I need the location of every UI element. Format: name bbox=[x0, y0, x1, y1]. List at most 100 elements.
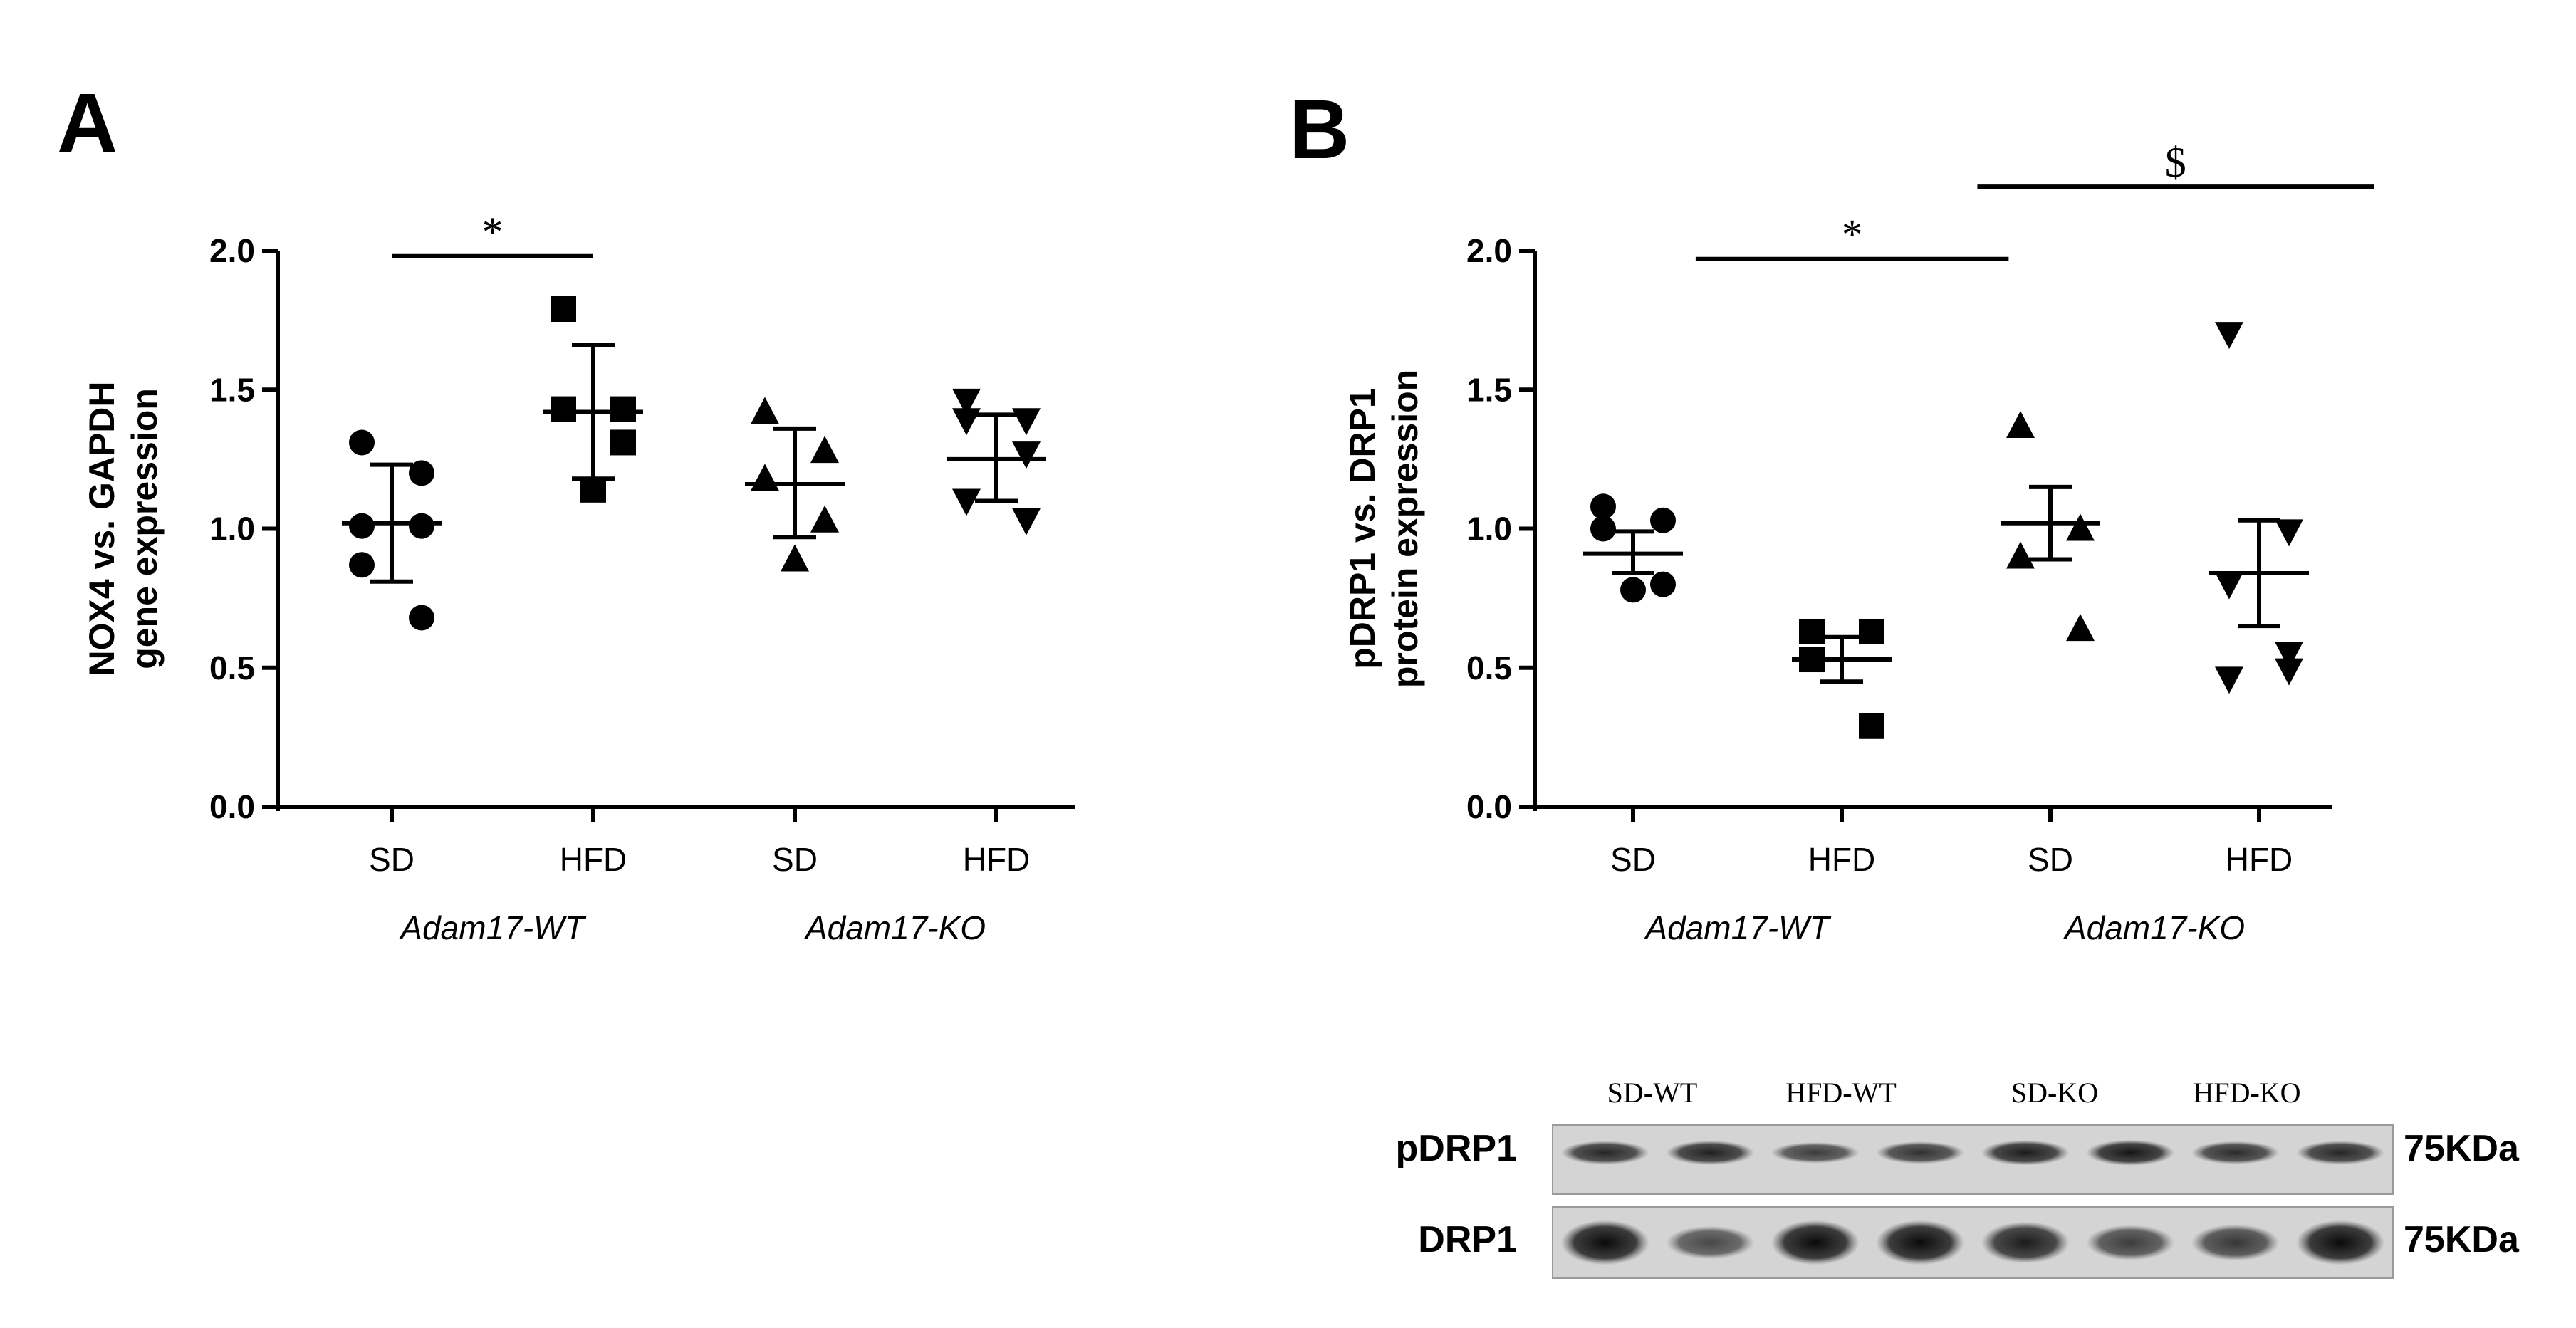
data-point bbox=[952, 388, 981, 416]
data-point bbox=[2066, 614, 2095, 642]
blot-row-label: DRP1 bbox=[1418, 1219, 1517, 1260]
data-point bbox=[2066, 513, 2095, 541]
data-point bbox=[409, 460, 434, 486]
data-point bbox=[1650, 571, 1676, 597]
y-axis-label: pDRP1 vs. DRP1protein expression bbox=[1342, 370, 1425, 688]
data-point bbox=[409, 513, 434, 539]
x-category-label: HFD bbox=[2226, 841, 2293, 878]
data-point bbox=[1799, 647, 1825, 673]
data-point bbox=[2275, 519, 2303, 547]
western-blot: SD-WT HFD-WT SD-KO HFD-KO pDRP1 DRP1 75K… bbox=[1396, 1077, 2520, 1279]
data-point bbox=[2006, 541, 2035, 569]
data-point bbox=[580, 476, 606, 503]
blot-band bbox=[2296, 1141, 2385, 1165]
blot-band bbox=[1876, 1141, 1965, 1164]
blot-band bbox=[1666, 1140, 1755, 1165]
blot-size-label: 75KDa bbox=[2404, 1128, 2520, 1169]
blot-band bbox=[2296, 1220, 2385, 1265]
blot-size-label: 75KDa bbox=[2404, 1219, 2520, 1260]
significance-label: $ bbox=[2165, 139, 2186, 186]
chart-panel-b: 0.0 0.5 1.0 1.5 2.0 SD HFD SD HFD Adam17-WT Adam17… bbox=[1342, 139, 2374, 946]
group-label: Adam17-KO bbox=[803, 909, 986, 946]
data-point bbox=[610, 396, 636, 422]
data-point bbox=[1799, 618, 1825, 644]
y-tick-label: 0.0 bbox=[209, 788, 255, 825]
y-tick-label: 1.5 bbox=[209, 371, 255, 408]
x-category-label: SD bbox=[2028, 841, 2073, 878]
y-axis-label-line: gene expression bbox=[125, 388, 165, 669]
blot-band bbox=[1876, 1220, 1965, 1265]
y-tick-label: 1.5 bbox=[1466, 371, 1512, 408]
data-point bbox=[1012, 408, 1041, 436]
data-point bbox=[1620, 577, 1646, 603]
x-category-label: SD bbox=[772, 841, 818, 878]
panel-letter-b: B bbox=[1289, 83, 1350, 177]
y-axis-label: NOX4 vs. GAPDHgene expression bbox=[82, 381, 165, 676]
data-point bbox=[1012, 508, 1041, 535]
data-point bbox=[2215, 666, 2243, 694]
data-point bbox=[1590, 493, 1616, 520]
blot-strips bbox=[1552, 1124, 2394, 1279]
y-tick-label: 0.5 bbox=[1466, 649, 1512, 686]
data-point bbox=[952, 408, 981, 436]
x-category-label: HFD bbox=[560, 841, 627, 878]
blot-band bbox=[1981, 1221, 2070, 1264]
data-point bbox=[349, 552, 375, 578]
blot-band bbox=[2086, 1139, 2175, 1166]
data-point bbox=[952, 488, 981, 516]
data-point bbox=[2215, 572, 2243, 600]
data-point bbox=[349, 513, 375, 539]
data-point bbox=[551, 396, 576, 422]
data-point bbox=[2006, 411, 2035, 439]
data-point bbox=[810, 436, 839, 464]
blot-row-label: pDRP1 bbox=[1396, 1128, 1517, 1169]
y-axis-label-line: pDRP1 vs. DRP1 bbox=[1342, 388, 1382, 669]
panel-letter-a: A bbox=[57, 76, 118, 170]
y-tick-label: 2.0 bbox=[209, 232, 255, 269]
data-point bbox=[781, 544, 809, 572]
significance-label: * bbox=[482, 209, 504, 256]
y-tick-label: 0.0 bbox=[1466, 788, 1512, 825]
blot-band bbox=[2191, 1224, 2280, 1261]
blot-column-label: SD-KO bbox=[2011, 1077, 2098, 1109]
y-tick-label: 0.5 bbox=[209, 649, 255, 686]
blot-band bbox=[2191, 1141, 2280, 1165]
y-tick-label: 1.0 bbox=[1466, 511, 1512, 548]
data-point bbox=[349, 429, 375, 456]
blot-band bbox=[1560, 1220, 1649, 1265]
y-axis-label-line: protein expression bbox=[1385, 370, 1425, 688]
y-tick-label: 2.0 bbox=[1466, 232, 1512, 269]
blot-band bbox=[1771, 1141, 1860, 1164]
group-label: Adam17-WT bbox=[1643, 909, 1831, 946]
data-point bbox=[1650, 507, 1676, 533]
group-label: Adam17-KO bbox=[2063, 909, 2245, 946]
blot-band bbox=[1981, 1140, 2070, 1166]
blot-column-label: SD-WT bbox=[1607, 1077, 1698, 1109]
y-axis-label-line: NOX4 vs. GAPDH bbox=[82, 381, 122, 676]
group-label: Adam17-WT bbox=[398, 909, 586, 946]
data-point bbox=[1012, 441, 1041, 469]
data-point bbox=[409, 605, 434, 631]
x-category-label: SD bbox=[1610, 841, 1656, 878]
data-point bbox=[1859, 618, 1884, 644]
significance-label: * bbox=[1842, 211, 1863, 258]
blot-band bbox=[1560, 1141, 1649, 1165]
x-category-label: HFD bbox=[963, 841, 1031, 878]
y-tick-label: 1.0 bbox=[209, 511, 255, 548]
data-point bbox=[751, 397, 779, 424]
data-point bbox=[2215, 322, 2243, 350]
data-point bbox=[1590, 516, 1616, 542]
blot-band bbox=[1771, 1220, 1860, 1265]
chart-panel-a: 0.0 0.5 1.0 1.5 2.0 SD HFD SD HFD Adam17-WT Adam17… bbox=[82, 209, 1075, 946]
data-point bbox=[2275, 658, 2303, 686]
data-point bbox=[610, 429, 636, 456]
data-point bbox=[810, 505, 839, 533]
data-point bbox=[2275, 642, 2303, 669]
x-category-label: SD bbox=[369, 841, 414, 878]
data-point bbox=[1859, 713, 1884, 739]
data-point bbox=[751, 464, 779, 491]
blot-column-label: HFD-WT bbox=[1785, 1077, 1897, 1109]
x-category-label: HFD bbox=[1808, 841, 1876, 878]
blot-band bbox=[1666, 1225, 1755, 1260]
